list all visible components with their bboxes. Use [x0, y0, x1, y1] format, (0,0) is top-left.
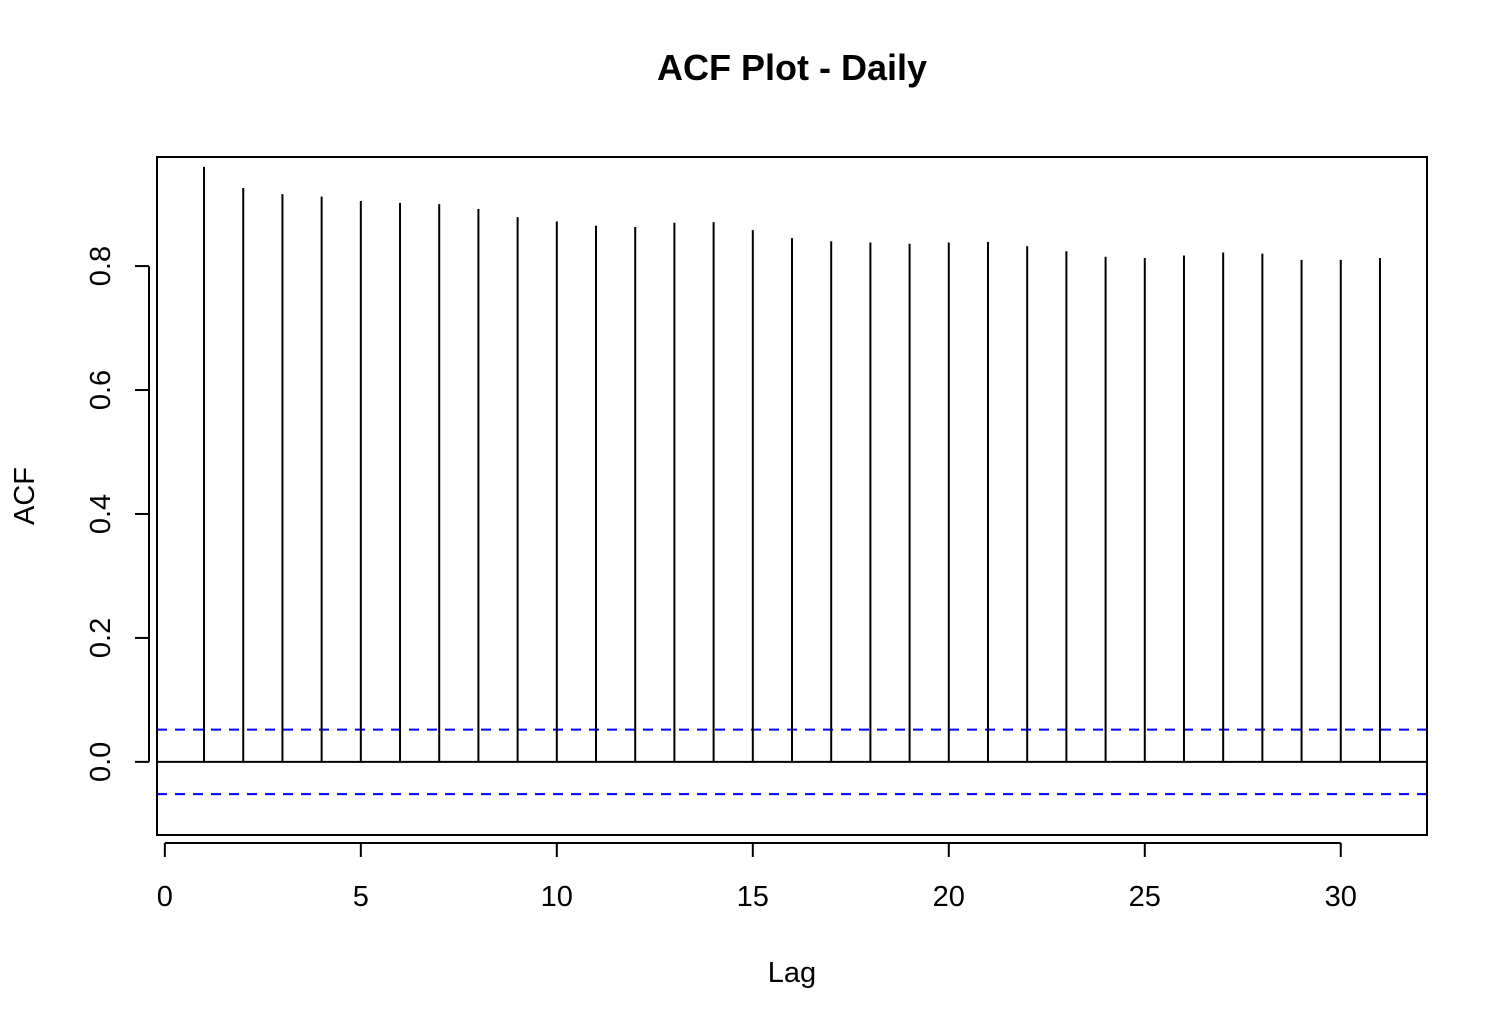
y-tick-label-0: 0.0: [85, 742, 117, 782]
x-tick-label-15: 15: [737, 881, 769, 913]
plot-area: [157, 166, 1427, 796]
x-tick-label-10: 10: [541, 881, 573, 913]
y-axis-label: ACF: [9, 467, 41, 525]
x-tick-label-25: 25: [1129, 881, 1161, 913]
x-axis: 0 5 10 15 20 25 30: [157, 842, 1357, 913]
y-axis: 0.0 0.2 0.4 0.6 0.8: [85, 246, 150, 782]
x-axis-label: Lag: [768, 957, 816, 989]
x-tick-label-5: 5: [353, 881, 369, 913]
y-tick-label-2: 0.4: [85, 494, 117, 534]
x-tick-label-30: 30: [1325, 881, 1357, 913]
x-tick-label-0: 0: [157, 881, 173, 913]
y-tick-label-3: 0.6: [85, 370, 117, 410]
x-tick-label-20: 20: [933, 881, 965, 913]
plot-frame: [156, 156, 1428, 836]
y-tick-label-1: 0.2: [85, 618, 117, 658]
y-tick-label-4: 0.8: [85, 246, 117, 286]
chart-title: ACF Plot - Daily: [657, 47, 927, 88]
